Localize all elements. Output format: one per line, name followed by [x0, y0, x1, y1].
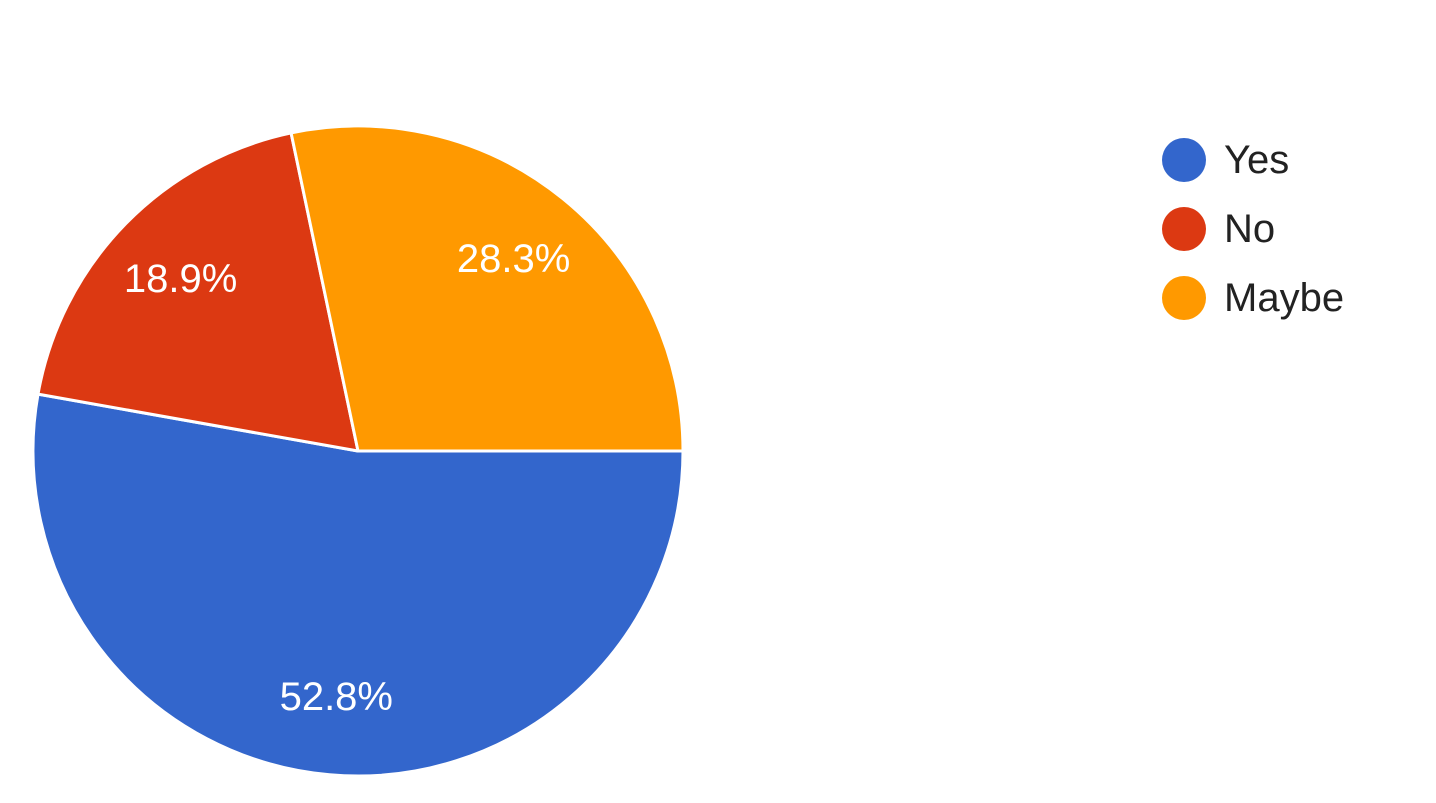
pie-slice-label-no: 18.9% [124, 257, 237, 301]
pie-slices [31, 124, 685, 778]
pie-slice-yes[interactable] [31, 392, 685, 778]
pie-slice-label-yes: 52.8% [280, 675, 393, 719]
pie-slice-label-maybe: 28.3% [457, 237, 570, 281]
legend-item-no[interactable]: No [1162, 194, 1344, 263]
legend-item-maybe[interactable]: Maybe [1162, 263, 1344, 332]
legend: Yes No Maybe [1162, 125, 1344, 332]
legend-swatch-no [1162, 206, 1206, 251]
legend-label-no: No [1224, 206, 1276, 251]
pie-slice-maybe[interactable] [289, 124, 685, 453]
legend-swatch-yes [1162, 137, 1206, 182]
legend-label-yes: Yes [1224, 137, 1290, 182]
pie-slice-labels: 52.8% 18.9% 28.3% [124, 237, 570, 719]
legend-label-maybe: Maybe [1224, 275, 1345, 320]
legend-swatch-maybe [1162, 275, 1206, 320]
pie-slice-no[interactable] [36, 131, 360, 453]
legend-item-yes[interactable]: Yes [1162, 125, 1344, 194]
